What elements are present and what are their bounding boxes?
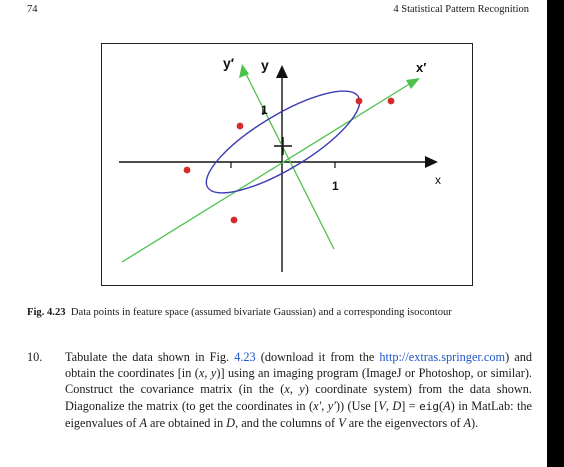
text-run: ) coordinate system) from the data shown… — [65, 382, 532, 413]
figure-4-23: y′ y x′ x 1 1 — [101, 43, 473, 286]
springer-extras-link[interactable]: http://extras.springer.com — [379, 350, 506, 364]
text-run: ) and obtain the coordinates [in ( — [65, 350, 532, 381]
text-run: are the eigenvectors of — [345, 415, 464, 430]
math-a: A — [139, 415, 147, 430]
text-run: , — [321, 398, 328, 413]
data-point — [183, 166, 191, 174]
exercise-text: Tabulate the data shown in Fig. 4.23 (do… — [65, 349, 532, 431]
text-run: ] = — [401, 398, 420, 413]
x-axis-arrowhead — [425, 156, 438, 168]
figure-reference-link[interactable]: 4.23 — [234, 350, 256, 364]
y-label: y — [261, 57, 269, 73]
math-v: V — [338, 415, 346, 430]
text-run: , — [289, 382, 300, 397]
text-run: , — [385, 398, 393, 413]
x-prime-label: x′ — [416, 60, 426, 75]
page-edge — [547, 0, 564, 467]
isocontour-ellipse — [205, 90, 361, 194]
text-run: ( — [439, 398, 444, 413]
text-run: are obtained in — [146, 415, 227, 430]
figure-label: Fig. 4.23 — [27, 307, 66, 318]
math-y-prime: y′ — [327, 398, 336, 413]
math-y: y — [299, 382, 305, 397]
chapter-title: 4 Statistical Pattern Recognition — [393, 4, 529, 15]
x-prime-axis — [121, 82, 412, 263]
data-point — [230, 216, 238, 224]
y-axis-arrowhead — [276, 65, 288, 78]
math-x: x — [284, 382, 290, 397]
data-point — [236, 122, 244, 130]
running-head: 74 4 Statistical Pattern Recognition — [0, 4, 547, 18]
exercise-number: 10. — [27, 350, 43, 364]
caption-text: Data points in feature space (assumed bi… — [70, 307, 452, 318]
x-tick-label: 1 — [332, 179, 339, 193]
data-point — [355, 97, 363, 105]
x-prime-arrowhead — [406, 78, 420, 89]
text-run: )) (Use [ — [335, 398, 379, 413]
math-y: y — [210, 366, 217, 381]
text-run: )] using an imaging program (ImageJ or P… — [65, 366, 532, 397]
math-d: D — [226, 415, 236, 430]
text-run: , — [204, 366, 211, 381]
text-run: , and the columns of — [235, 415, 339, 430]
x-label: x — [435, 173, 441, 187]
figure-caption: Fig. 4.23 Data points in feature space (… — [27, 306, 532, 319]
page-number: 74 — [27, 4, 38, 15]
data-point — [387, 97, 395, 105]
exercise-10: 10. Tabulate the data shown in Fig. 4.23… — [27, 349, 532, 431]
text-run: (download it from the — [255, 350, 380, 364]
y-tick-label: 1 — [261, 103, 268, 117]
math-v: V — [378, 398, 386, 413]
y-prime-axis — [244, 71, 335, 250]
text-run: ). — [471, 415, 479, 430]
math-x: x — [198, 366, 205, 381]
text-run: Tabulate the data shown in Fig. — [65, 350, 235, 364]
y-prime-arrowhead — [239, 64, 249, 78]
math-a: A — [463, 415, 472, 430]
code-eig: eig — [419, 399, 440, 413]
math-x-prime: x′ — [313, 398, 322, 413]
math-a: A — [443, 398, 451, 413]
figure-diagram: y′ y x′ x 1 1 — [119, 55, 441, 272]
y-prime-label: y′ — [223, 55, 235, 71]
text-run: ) in MatLab: the eigenvalues of — [65, 398, 532, 430]
math-d: D — [392, 398, 402, 413]
